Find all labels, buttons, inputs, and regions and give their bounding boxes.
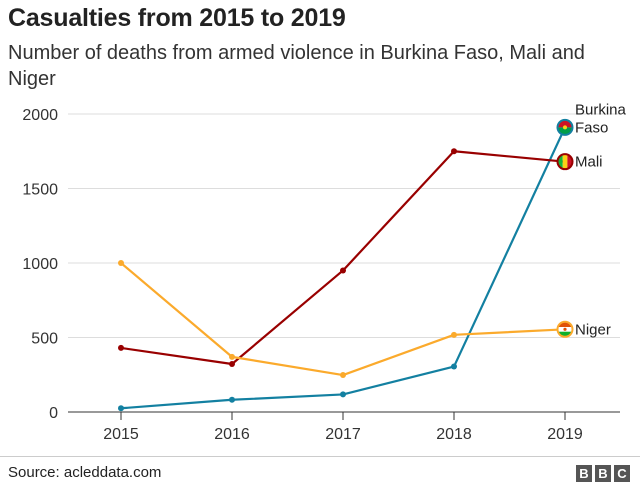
y-tick-label: 500 (31, 331, 58, 348)
data-point (229, 361, 235, 368)
data-point (340, 372, 346, 379)
y-axis-ticks: 0 500 1000 1500 2000 (22, 107, 58, 422)
logo-letter: B (595, 465, 611, 482)
x-tick-label: 2018 (436, 426, 472, 443)
data-point (340, 267, 346, 274)
bbc-logo: B B C (576, 465, 630, 482)
data-point (451, 148, 457, 155)
series-label: Niger (575, 321, 611, 338)
chart-title: Casualties from 2015 to 2019 (8, 4, 346, 32)
x-tick-label: 2017 (325, 426, 361, 443)
x-tick-label: 2016 (214, 426, 250, 443)
grid-lines (68, 113, 620, 338)
x-tick-label: 2019 (547, 426, 583, 443)
logo-letter: B (576, 465, 592, 482)
series-label: Burkina (575, 101, 627, 118)
niger-flag-icon (556, 320, 574, 338)
series-points (118, 148, 457, 412)
y-tick-label: 1000 (22, 256, 58, 273)
series-label: Mali (575, 154, 603, 171)
logo-letter: C (614, 465, 630, 482)
chart-subtitle: Number of deaths from armed violence in … (8, 42, 585, 90)
x-tick-label: 2015 (103, 426, 139, 443)
footer-divider (0, 456, 640, 457)
y-tick-label: 1500 (22, 182, 58, 199)
series-label: Faso (575, 119, 608, 136)
data-point (229, 353, 235, 360)
x-axis: 2015 2016 2017 2018 2019 (68, 411, 620, 443)
data-point (118, 260, 124, 266)
data-point (229, 396, 235, 403)
data-point (118, 344, 124, 351)
data-point (451, 331, 457, 338)
mali-flag-icon (556, 153, 574, 171)
y-tick-label: 0 (49, 405, 58, 422)
data-point (451, 363, 457, 370)
data-point (118, 405, 124, 412)
y-tick-label: 2000 (22, 107, 58, 124)
burkina-faso-flag-icon (556, 118, 574, 136)
source-note: Source: acleddata.com (8, 464, 162, 481)
line-chart: 0 500 1000 1500 2000 2015 2016 2017 2018 2019 Bu… (22, 101, 627, 443)
data-point (340, 391, 346, 398)
